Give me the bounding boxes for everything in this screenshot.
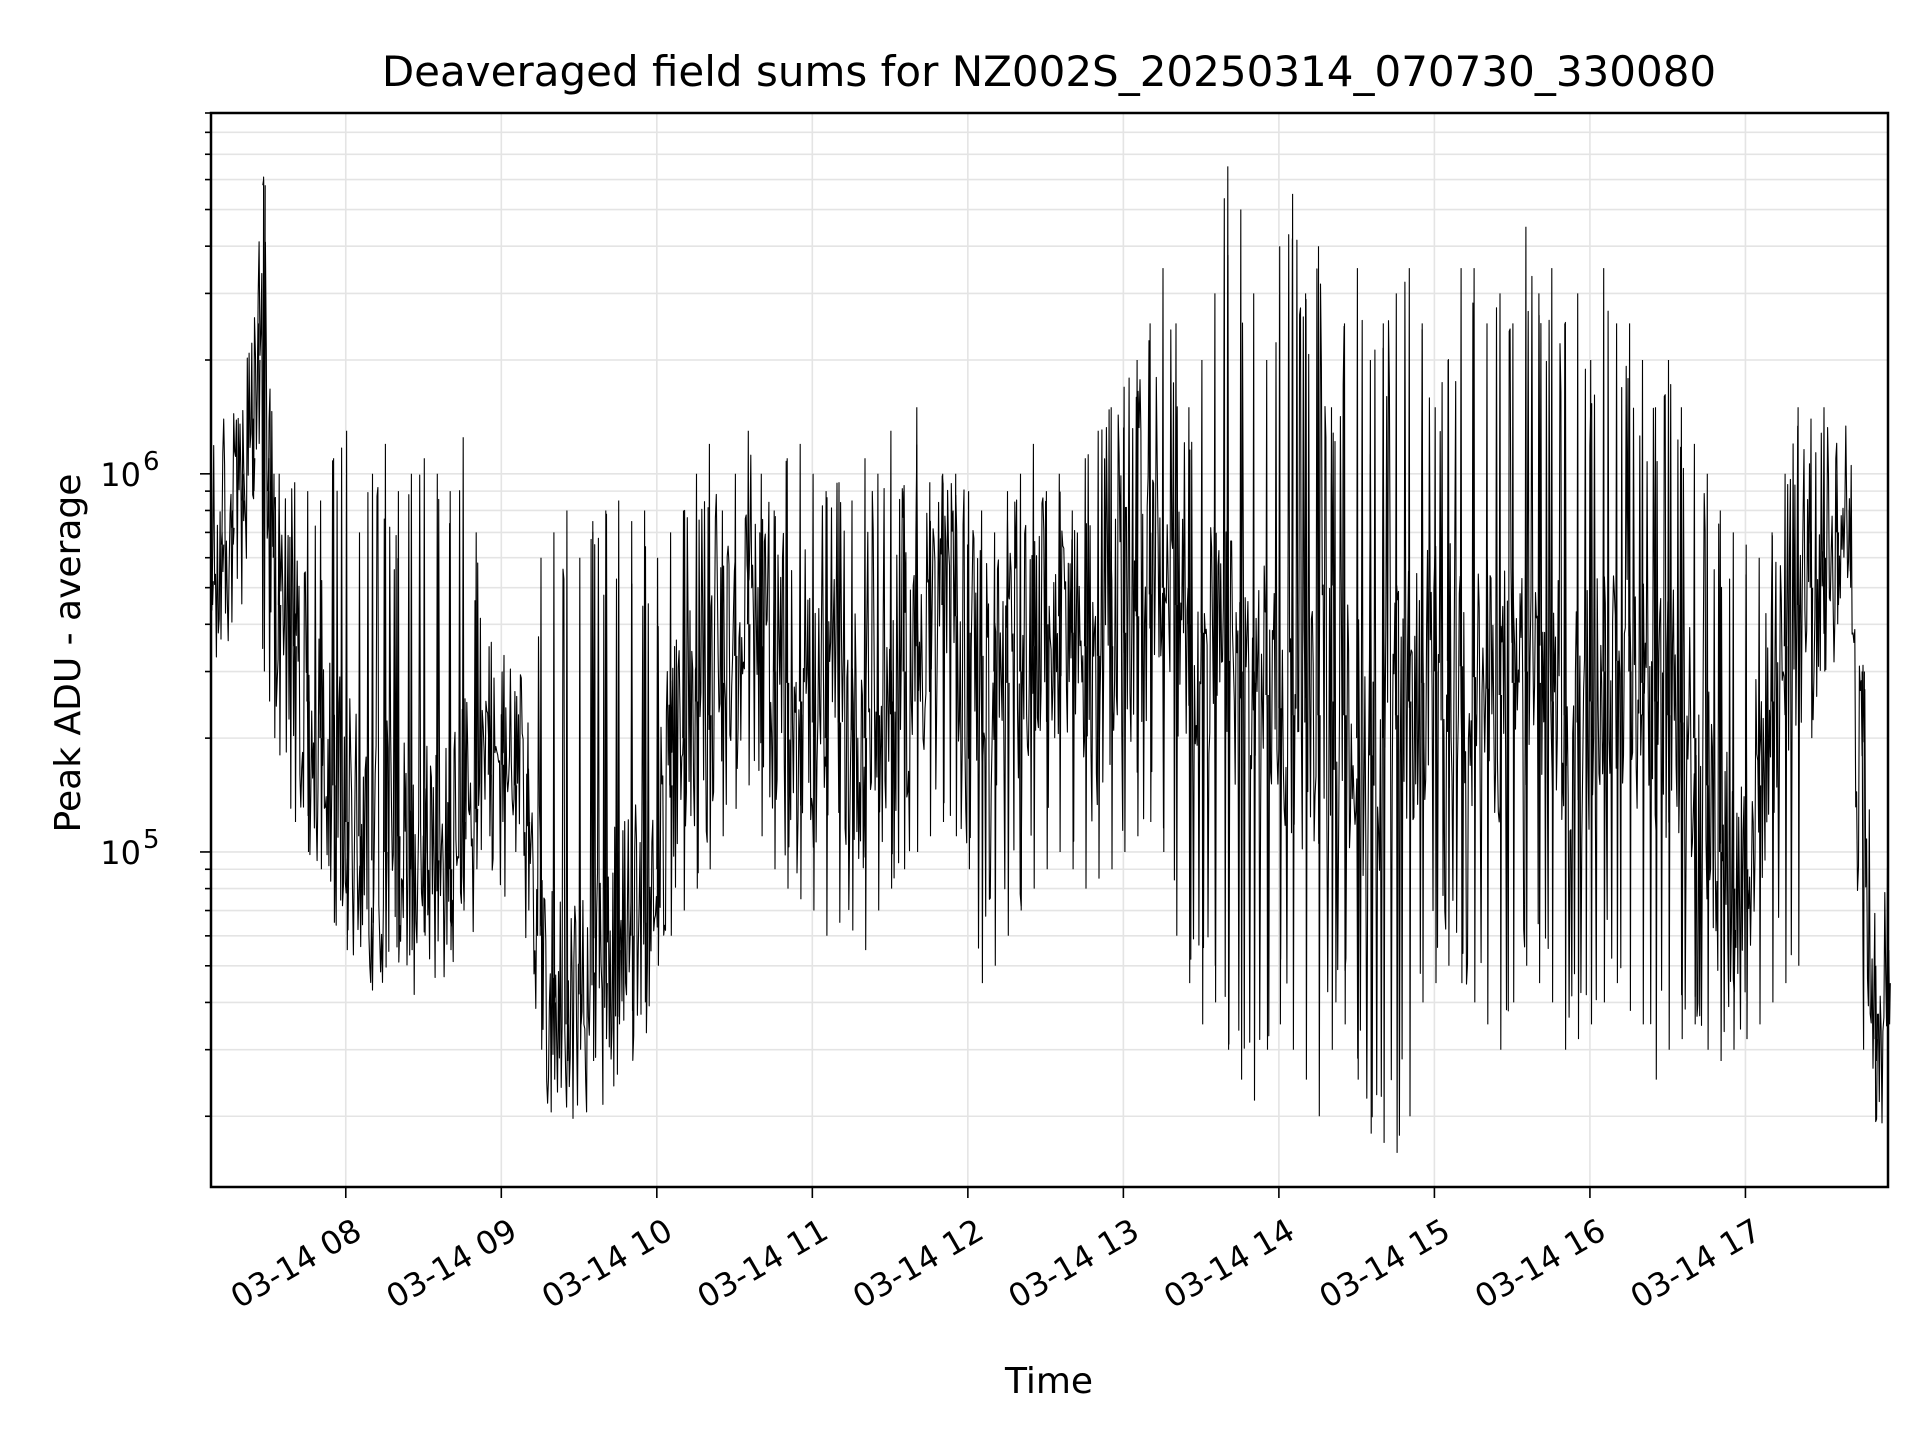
plot-area (210, 166, 1891, 1153)
series-spike (1485, 323, 1490, 1025)
series-spike (1550, 268, 1554, 1003)
y-tick-label-exponent: 6 (143, 447, 160, 477)
x-tick-label: 03-14 16 (1468, 1211, 1612, 1316)
x-tick-label: 03-14 10 (535, 1211, 679, 1316)
x-tick-label: 03-14 17 (1624, 1211, 1768, 1316)
series-spike (1174, 323, 1179, 936)
x-axis-label: Time (1004, 1361, 1093, 1402)
x-tick-label: 03-14 11 (691, 1211, 835, 1316)
series-spike (565, 510, 569, 1062)
y-tick-label-exponent: 5 (143, 825, 160, 855)
series-spike (798, 443, 803, 900)
series-spike (746, 430, 751, 786)
y-tick-label: 10 (100, 456, 141, 494)
series-spike (902, 491, 906, 870)
series-spike (1356, 268, 1360, 1080)
series-spike (708, 443, 712, 870)
series-spike (967, 491, 971, 870)
series-spike (552, 532, 557, 1080)
series-spike (1628, 323, 1632, 1011)
series-spike (1394, 293, 1399, 1153)
series-line (210, 176, 1889, 1136)
series-spike (1083, 458, 1088, 889)
series-spike (1589, 359, 1593, 1025)
series-spike (358, 532, 362, 911)
series-spike (850, 500, 855, 931)
x-tick-label: 03-14 15 (1313, 1211, 1457, 1316)
y-tick-label: 10 (100, 834, 141, 872)
series-spike (1511, 323, 1516, 1003)
series-spike (993, 532, 997, 966)
series-spike (1109, 407, 1114, 870)
series-spike (1615, 323, 1619, 984)
series-spike (293, 482, 297, 823)
series-spike (1576, 293, 1580, 1040)
x-tick-label: 03-14 14 (1157, 1211, 1301, 1316)
series-spike (1861, 671, 1865, 1050)
x-tick-label: 03-14 13 (1002, 1211, 1146, 1316)
x-tick-label: 03-14 08 (224, 1211, 368, 1316)
x-tick-label: 03-14 09 (380, 1211, 524, 1316)
series-spike (410, 473, 414, 951)
series-spike (526, 722, 531, 911)
series-spike (1783, 473, 1788, 984)
chart-title: Deaveraged field sums for NZ002S_2025031… (382, 47, 1716, 96)
x-tick-label: 03-14 12 (846, 1211, 990, 1316)
series-spike (1433, 407, 1438, 984)
plot-frame (209, 111, 1890, 1189)
series-spike (1524, 226, 1529, 966)
y-axis-label: Peak ADU - average (48, 474, 89, 833)
series-spike (422, 458, 427, 936)
series-spike (811, 473, 816, 911)
series-spike (863, 458, 868, 951)
series-spike (539, 557, 544, 1050)
